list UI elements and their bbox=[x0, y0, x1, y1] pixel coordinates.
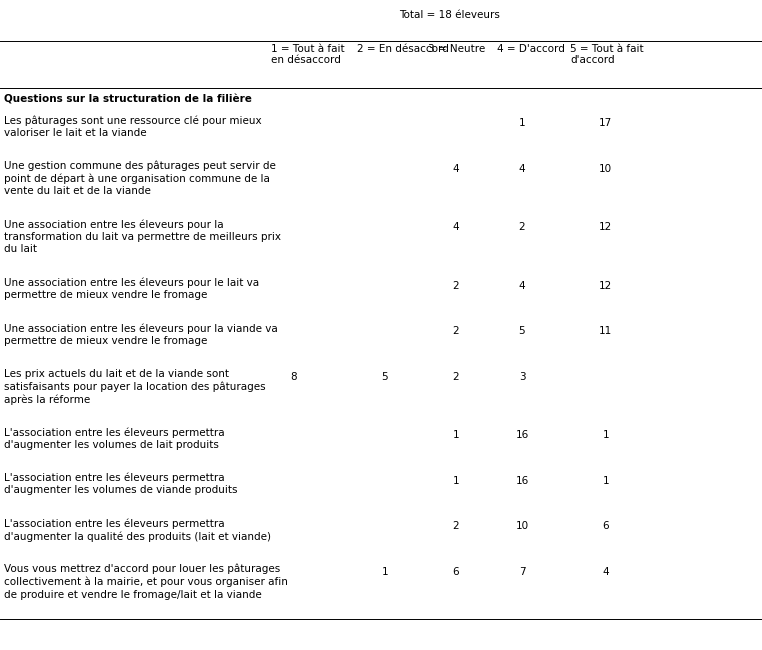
Text: 16: 16 bbox=[515, 476, 529, 486]
Text: Total = 18 éleveurs: Total = 18 éleveurs bbox=[399, 10, 500, 20]
Text: Les prix actuels du lait et de la viande sont
satisfaisants pour payer la locati: Les prix actuels du lait et de la viande… bbox=[4, 369, 265, 405]
Text: 4: 4 bbox=[519, 281, 525, 291]
Text: 5: 5 bbox=[519, 326, 525, 336]
Text: 5 = Tout à fait
d'accord: 5 = Tout à fait d'accord bbox=[570, 44, 644, 65]
Text: 4: 4 bbox=[603, 567, 609, 577]
Text: 2: 2 bbox=[453, 281, 459, 291]
Text: 1: 1 bbox=[453, 476, 459, 486]
Text: 11: 11 bbox=[599, 326, 613, 336]
Text: Une association entre les éleveurs pour la viande va
permettre de mieux vendre l: Une association entre les éleveurs pour … bbox=[4, 323, 277, 346]
Text: Questions sur la structuration de la filière: Questions sur la structuration de la fil… bbox=[4, 94, 251, 104]
Text: 16: 16 bbox=[515, 430, 529, 440]
Text: 2 = En désaccord: 2 = En désaccord bbox=[357, 44, 449, 53]
Text: 12: 12 bbox=[599, 281, 613, 291]
Text: Une association entre les éleveurs pour le lait va
permettre de mieux vendre le : Une association entre les éleveurs pour … bbox=[4, 278, 259, 300]
Text: L'association entre les éleveurs permettra
d'augmenter la qualité des produits (: L'association entre les éleveurs permett… bbox=[4, 518, 271, 541]
Text: 10: 10 bbox=[599, 164, 613, 174]
Text: Vous vous mettrez d'accord pour louer les pâturages
collectivement à la mairie, : Vous vous mettrez d'accord pour louer le… bbox=[4, 564, 288, 599]
Text: Une association entre les éleveurs pour la
transformation du lait va permettre d: Une association entre les éleveurs pour … bbox=[4, 219, 281, 254]
Text: 2: 2 bbox=[453, 521, 459, 531]
Text: 1: 1 bbox=[382, 567, 388, 577]
Text: Les pâturages sont une ressource clé pour mieux
valoriser le lait et la viande: Les pâturages sont une ressource clé pou… bbox=[4, 115, 261, 138]
Text: 1: 1 bbox=[519, 118, 525, 128]
Text: 2: 2 bbox=[453, 372, 459, 382]
Text: 1: 1 bbox=[603, 430, 609, 440]
Text: L'association entre les éleveurs permettra
d'augmenter les volumes de lait produ: L'association entre les éleveurs permett… bbox=[4, 427, 225, 450]
Text: 5: 5 bbox=[382, 372, 388, 382]
Text: 7: 7 bbox=[519, 567, 525, 577]
Text: 2: 2 bbox=[453, 326, 459, 336]
Text: 4: 4 bbox=[453, 222, 459, 232]
Text: 4: 4 bbox=[519, 164, 525, 174]
Text: 8: 8 bbox=[290, 372, 296, 382]
Text: 1: 1 bbox=[603, 476, 609, 486]
Text: 10: 10 bbox=[515, 521, 529, 531]
Text: 4 = D'accord: 4 = D'accord bbox=[497, 44, 565, 53]
Text: 2: 2 bbox=[519, 222, 525, 232]
Text: 3: 3 bbox=[519, 372, 525, 382]
Text: 3 = Neutre: 3 = Neutre bbox=[428, 44, 485, 53]
Text: 12: 12 bbox=[599, 222, 613, 232]
Text: 1: 1 bbox=[453, 430, 459, 440]
Text: 6: 6 bbox=[453, 567, 459, 577]
Text: L'association entre les éleveurs permettra
d'augmenter les volumes de viande pro: L'association entre les éleveurs permett… bbox=[4, 473, 237, 495]
Text: 6: 6 bbox=[603, 521, 609, 531]
Text: 1 = Tout à fait
en désaccord: 1 = Tout à fait en désaccord bbox=[271, 44, 344, 65]
Text: 4: 4 bbox=[453, 164, 459, 174]
Text: Une gestion commune des pâturages peut servir de
point de départ à une organisat: Une gestion commune des pâturages peut s… bbox=[4, 161, 276, 196]
Text: 17: 17 bbox=[599, 118, 613, 128]
